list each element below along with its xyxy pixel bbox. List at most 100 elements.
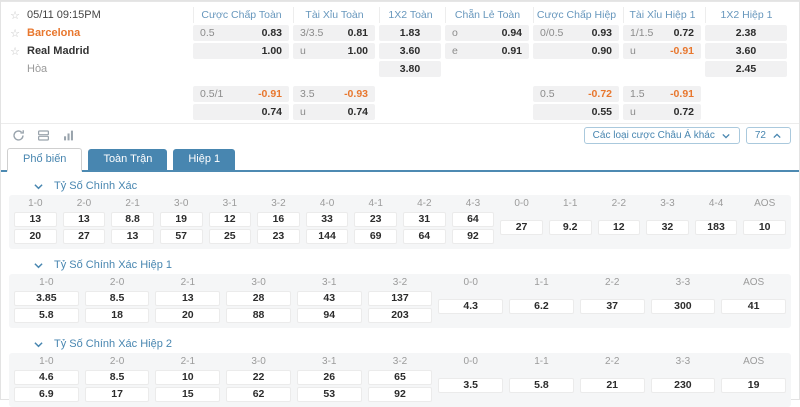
odds-pill[interactable]: 3.80 xyxy=(379,61,441,77)
score-odds-pill[interactable]: 12 xyxy=(208,212,252,227)
odds-pill[interactable]: u 0.74 xyxy=(293,104,375,120)
score-odds-pill[interactable]: 203 xyxy=(367,308,433,323)
score-odds-pill[interactable]: 57 xyxy=(159,229,203,244)
score-odds-pill[interactable]: 10 xyxy=(155,370,221,385)
odds-pill[interactable]: 1/1.5 0.72 xyxy=(623,25,701,41)
favorite-star-icon[interactable]: ☆ xyxy=(10,9,20,22)
odds-pill[interactable]: u -0.91 xyxy=(623,43,701,59)
favorite-star-icon[interactable]: ☆ xyxy=(10,45,20,58)
score-odds-pill[interactable]: 4.6 xyxy=(14,370,79,385)
score-odds-pill[interactable]: 3.85 xyxy=(14,291,79,306)
odds-pill[interactable]: 0.5 0.83 xyxy=(193,25,289,41)
tab-full-time[interactable]: Toàn Trận xyxy=(88,149,168,170)
chevron-up-icon xyxy=(773,132,781,138)
odds-pill[interactable]: 0.74 xyxy=(193,104,289,120)
score-odds-pill[interactable]: 18 xyxy=(84,308,150,323)
section-correct-score-h1: Tỷ Số Chính Xác Hiệp 1 1-0 3.85 5.8 2-0 8.5 1… xyxy=(9,256,791,328)
odds-value: 3.80 xyxy=(399,63,421,75)
score-odds-pill[interactable]: 64 xyxy=(451,212,495,227)
score-odds-pill[interactable]: 230 xyxy=(650,377,716,393)
score-odds-pill[interactable]: 27 xyxy=(500,219,543,235)
score-odds-pill[interactable]: 13 xyxy=(155,291,221,306)
favorite-star-icon[interactable]: ☆ xyxy=(10,27,20,40)
odds-pill[interactable]: 3.60 xyxy=(379,43,441,59)
score-odds-pill[interactable]: 13 xyxy=(111,229,154,244)
score-odds-pill[interactable]: 43 xyxy=(296,291,362,306)
odds-pill[interactable]: 0.90 xyxy=(533,43,619,59)
score-odds-pill[interactable]: 3.5 xyxy=(438,377,504,393)
odds-pill[interactable]: 1.00 xyxy=(193,43,289,59)
stack-icon[interactable] xyxy=(34,128,52,143)
score-odds-pill[interactable]: 20 xyxy=(155,308,221,323)
market-count-toggle[interactable]: 72 xyxy=(745,127,791,144)
score-odds-pill[interactable]: 37 xyxy=(579,298,645,314)
score-odds-pill[interactable]: 8.5 xyxy=(84,291,150,306)
tab-popular[interactable]: Phổ biến xyxy=(7,148,83,172)
score-odds-pill[interactable]: 23 xyxy=(257,229,300,244)
score-odds-pill[interactable]: 64 xyxy=(403,229,446,244)
score-odds-pill[interactable]: 69 xyxy=(354,229,397,244)
score-odds-pill[interactable]: 31 xyxy=(403,212,446,227)
score-odds-pill[interactable]: 8.8 xyxy=(111,212,154,227)
odds-pill[interactable]: 2.38 xyxy=(705,25,787,41)
section-correct-score-h2: Tỷ Số Chính Xác Hiệp 2 1-0 4.6 6.9 2-0 8.5 17… xyxy=(9,335,791,407)
odds-pill[interactable]: 0.55 xyxy=(533,104,619,120)
score-odds-pill[interactable]: 65 xyxy=(367,370,433,385)
score-odds-pill[interactable]: 27 xyxy=(62,229,106,244)
score-odds-pill[interactable]: 32 xyxy=(646,219,689,235)
score-odds-pill[interactable]: 92 xyxy=(451,229,495,244)
score-odds-pill[interactable]: 5.8 xyxy=(509,377,574,393)
score-odds-pill[interactable]: 25 xyxy=(208,229,252,244)
odds-pill[interactable]: 0.5 -0.72 xyxy=(533,86,619,102)
score-odds-pill[interactable]: 88 xyxy=(226,308,291,323)
bet-type-dropdown[interactable]: Các loại cược Châu Á khác xyxy=(583,127,740,144)
odds-pill[interactable]: 1.5 -0.91 xyxy=(623,86,701,102)
odds-pill[interactable]: 3.60 xyxy=(705,43,787,59)
score-odds-pill[interactable]: 9.2 xyxy=(548,219,592,235)
draw-odds-wrap: 37 xyxy=(579,289,645,323)
score-odds-pill[interactable]: 22 xyxy=(226,370,291,385)
odds-pill[interactable]: o 0.94 xyxy=(445,25,529,41)
section-header[interactable]: Tỷ Số Chính Xác xyxy=(9,177,791,195)
odds-pill[interactable]: 0/0.5 0.93 xyxy=(533,25,619,41)
score-odds-pill[interactable]: 183 xyxy=(694,219,738,235)
score-odds-pill[interactable]: 300 xyxy=(650,298,716,314)
score-odds-pill[interactable]: 26 xyxy=(296,370,362,385)
refresh-icon[interactable] xyxy=(9,128,27,143)
score-odds-pill[interactable]: 21 xyxy=(579,377,645,393)
odds-pill[interactable]: 3/3.5 0.81 xyxy=(293,25,375,41)
score-odds-pill[interactable]: 13 xyxy=(14,212,57,227)
score-odds-pill[interactable]: 94 xyxy=(296,308,362,323)
section-header[interactable]: Tỷ Số Chính Xác Hiệp 2 xyxy=(9,335,791,353)
score-odds-pill[interactable]: 41 xyxy=(721,298,786,314)
score-odds-pill[interactable]: 5.8 xyxy=(14,308,79,323)
section-header[interactable]: Tỷ Số Chính Xác Hiệp 1 xyxy=(9,256,791,274)
score-odds-pill[interactable]: 23 xyxy=(354,212,397,227)
score-column-label: 2-2 xyxy=(604,277,620,288)
odds-pill[interactable]: 2.45 xyxy=(705,61,787,77)
score-odds-pill[interactable]: 33 xyxy=(305,212,349,227)
score-odds-pill[interactable]: 144 xyxy=(305,229,349,244)
odds-pill[interactable]: u 1.00 xyxy=(293,43,375,59)
odds-pill[interactable]: u 0.72 xyxy=(623,104,701,120)
score-odds-pill[interactable]: 16 xyxy=(257,212,300,227)
score-odds-pill[interactable]: 4.3 xyxy=(438,298,504,314)
odds-pill[interactable]: 0.5/1 -0.91 xyxy=(193,86,289,102)
score-odds-pill[interactable]: 20 xyxy=(14,229,57,244)
odds-pill[interactable]: 3.5 -0.93 xyxy=(293,86,375,102)
tab-first-half[interactable]: Hiệp 1 xyxy=(173,149,236,170)
bar-chart-icon[interactable] xyxy=(59,128,77,143)
odds-pill[interactable]: e 0.91 xyxy=(445,43,529,59)
score-grid: 1-0 4.6 6.9 2-0 8.5 17 2-1 10 15 3-0 22 62 3-1 26 53 3-… xyxy=(9,353,791,407)
score-column: 3-2 16 23 xyxy=(257,197,300,244)
score-odds-pill[interactable]: 19 xyxy=(721,377,786,393)
score-odds-pill[interactable]: 10 xyxy=(743,219,786,235)
score-odds-pill[interactable]: 28 xyxy=(226,291,291,306)
score-odds-pill[interactable]: 6.2 xyxy=(509,298,574,314)
score-odds-pill[interactable]: 8.5 xyxy=(84,370,150,385)
score-odds-pill[interactable]: 12 xyxy=(597,219,641,235)
score-odds-pill[interactable]: 13 xyxy=(62,212,106,227)
odds-pill[interactable]: 1.83 xyxy=(379,25,441,41)
score-odds-pill[interactable]: 19 xyxy=(159,212,203,227)
score-odds-pill[interactable]: 137 xyxy=(367,291,433,306)
